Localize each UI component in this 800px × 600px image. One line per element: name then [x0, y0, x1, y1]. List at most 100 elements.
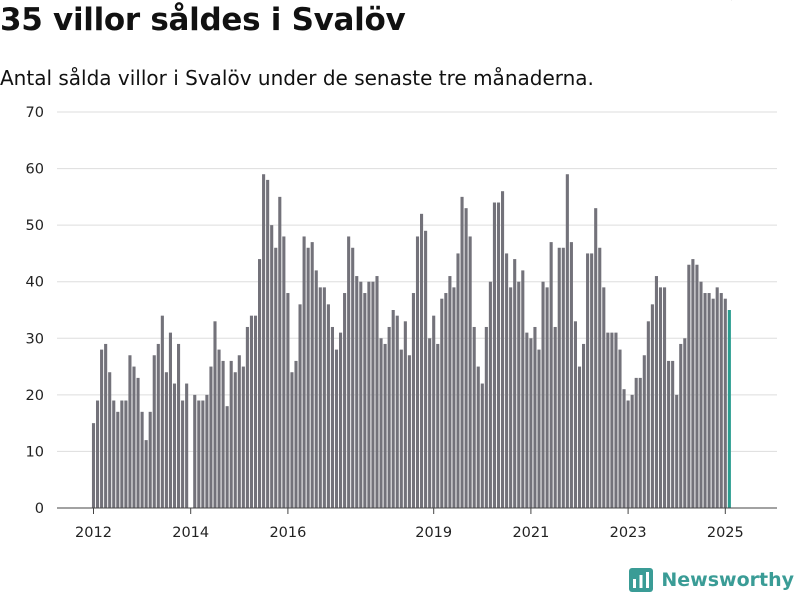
- newsworthy-logo-icon: [629, 568, 654, 592]
- bar: [326, 304, 330, 508]
- bar: [618, 349, 622, 508]
- bar: [193, 394, 197, 508]
- bar: [395, 315, 399, 508]
- bar: [553, 326, 557, 508]
- bar: [120, 400, 124, 508]
- bar: [472, 326, 476, 508]
- bar: [294, 360, 298, 508]
- bar: [492, 202, 496, 508]
- brand-logo: Newsworthy: [629, 568, 794, 592]
- bar: [339, 332, 343, 508]
- bar: [290, 372, 294, 508]
- bar: [302, 236, 306, 508]
- bar: [100, 349, 104, 508]
- bar: [379, 338, 383, 508]
- bar: [124, 400, 128, 508]
- y-tick-label: 70: [26, 105, 44, 121]
- y-tick-label: 20: [26, 388, 44, 404]
- bar: [675, 394, 679, 508]
- bar: [561, 247, 565, 508]
- bar: [537, 349, 541, 508]
- bar: [476, 366, 480, 508]
- x-tick-label: 2014: [172, 525, 209, 541]
- bar: [407, 355, 411, 508]
- bar: [164, 372, 168, 508]
- bar: [582, 343, 586, 508]
- bar: [310, 242, 314, 509]
- bar: [286, 293, 290, 508]
- bar: [638, 377, 642, 508]
- bar: [671, 360, 675, 508]
- bar: [367, 281, 371, 508]
- bar: [363, 293, 367, 508]
- bar: [440, 298, 444, 508]
- bar: [355, 276, 359, 508]
- bar: [557, 247, 561, 508]
- bar: [258, 259, 262, 508]
- bar: [509, 287, 513, 508]
- bar: [306, 247, 310, 508]
- bar: [723, 298, 727, 508]
- bar: [156, 343, 160, 508]
- bar: [667, 360, 671, 508]
- bar: [168, 332, 172, 508]
- bar: [274, 247, 278, 508]
- bar: [144, 440, 148, 508]
- bar: [181, 400, 185, 508]
- bar: [610, 332, 614, 508]
- bar: [707, 293, 711, 508]
- bar: [424, 230, 428, 509]
- bar: [683, 338, 687, 508]
- bar: [266, 179, 270, 508]
- bar: [480, 383, 484, 508]
- y-tick-label: 30: [26, 331, 44, 347]
- x-tick-label: 2019: [415, 525, 452, 541]
- bar: [602, 287, 606, 508]
- chart-title: 35 villor såldes i Svalöv: [0, 2, 406, 38]
- bar: [501, 191, 505, 508]
- x-tick-label: 2012: [75, 525, 112, 541]
- bar: [569, 242, 573, 509]
- bar: [298, 304, 302, 508]
- bar: [136, 377, 140, 508]
- bar: [391, 310, 395, 508]
- bar: [185, 383, 189, 508]
- bar: [172, 383, 177, 508]
- bar: [452, 287, 456, 508]
- bar: [464, 208, 468, 509]
- bar: [347, 236, 351, 508]
- bar: [270, 225, 274, 508]
- bar: [351, 247, 355, 508]
- bar: [436, 343, 440, 508]
- bar: [229, 360, 233, 508]
- bar: [383, 343, 387, 508]
- bar: [197, 400, 201, 508]
- y-tick-label: 60: [26, 162, 44, 178]
- bar: [687, 264, 691, 508]
- bar: [630, 394, 634, 508]
- bar: [658, 287, 663, 508]
- bar: [719, 293, 723, 508]
- bar: [91, 423, 96, 508]
- bar: [112, 400, 116, 508]
- bar: [420, 213, 424, 508]
- bar: [282, 236, 286, 508]
- bar: [654, 276, 658, 508]
- bar: [525, 332, 529, 508]
- bar: [468, 236, 472, 508]
- bar: [691, 259, 695, 508]
- bar: [586, 253, 590, 508]
- bar: [225, 406, 229, 508]
- bar: [642, 355, 646, 508]
- bar: [541, 281, 545, 508]
- bar: [152, 355, 156, 508]
- y-tick-label: 50: [26, 218, 44, 234]
- bar: [318, 287, 322, 508]
- bar: [622, 389, 626, 508]
- bar: [201, 400, 205, 508]
- bar: [496, 202, 501, 508]
- bar: [411, 293, 415, 508]
- x-tick-label: 2021: [512, 525, 549, 541]
- bar: [606, 332, 610, 508]
